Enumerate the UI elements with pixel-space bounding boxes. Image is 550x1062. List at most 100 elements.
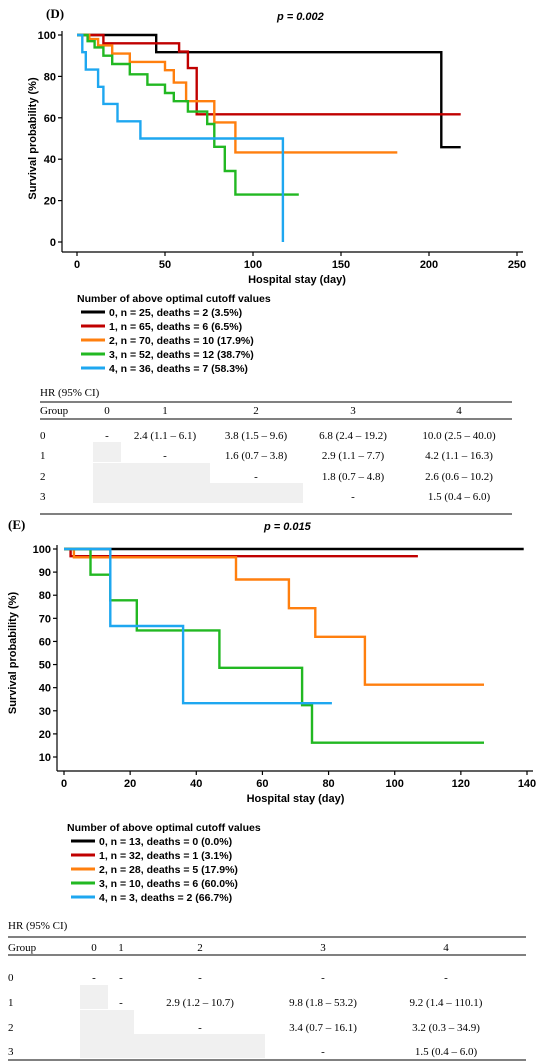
table-cell: - bbox=[92, 972, 96, 984]
x-tick-label: 140 bbox=[518, 778, 536, 790]
table-caption: HR (95% CI) bbox=[40, 387, 100, 399]
table-shade-row-1 bbox=[80, 985, 108, 1009]
table-header-4: 3 bbox=[320, 942, 326, 954]
table-cell: 1 bbox=[8, 997, 14, 1009]
table-header-2: 1 bbox=[118, 942, 124, 954]
survival-curve-group-4 bbox=[77, 33, 285, 242]
y-tick-label: 80 bbox=[44, 71, 56, 83]
table-cell: 2.9 (1.1 – 7.7) bbox=[322, 450, 385, 462]
y-tick-label: 70 bbox=[39, 613, 51, 625]
panel-label: (E) bbox=[8, 517, 25, 532]
legend-label-group-0: 0, n = 25, deaths = 2 (3.5%) bbox=[109, 307, 242, 319]
y-axis-title: Survival probability (%) bbox=[27, 77, 39, 200]
table-cell: 9.2 (1.4 – 110.1) bbox=[410, 997, 483, 1009]
legend-title: Number of above optimal cutoff values bbox=[77, 293, 271, 305]
panel-d: (D) p = 0.002 0 20 40 60 80 100 0 50 100 150 200 250 H… bbox=[0, 0, 550, 515]
table-header-2: 1 bbox=[162, 405, 168, 417]
table-header-3: 2 bbox=[197, 942, 203, 954]
table-shade-row-1 bbox=[93, 442, 121, 462]
x-tick-label: 250 bbox=[508, 259, 526, 271]
table-header-5: 4 bbox=[443, 942, 449, 954]
x-tick-label: 60 bbox=[256, 778, 268, 790]
legend-label-group-0: 0, n = 13, deaths = 0 (0.0%) bbox=[99, 836, 232, 848]
table-cell: - bbox=[198, 972, 202, 984]
panel-e: (E) p = 0.015 10 20 30 40 50 60 70 80 90 100 0 20 40 60… bbox=[0, 515, 550, 1062]
legend-label-group-4: 4, n = 3, deaths = 2 (66.7%) bbox=[99, 892, 232, 904]
table-cell: 3 bbox=[8, 1046, 14, 1058]
p-value-label: p = 0.015 bbox=[263, 521, 312, 533]
panel-label: (D) bbox=[46, 6, 64, 21]
p-value-label: p = 0.002 bbox=[276, 11, 324, 23]
x-tick-label: 40 bbox=[190, 778, 202, 790]
y-tick-label: 90 bbox=[39, 567, 51, 579]
table-header-0: Group bbox=[8, 942, 37, 954]
x-tick-label: 0 bbox=[74, 259, 80, 271]
legend-label-group-2: 2, n = 28, deaths = 5 (17.9%) bbox=[99, 864, 238, 876]
table-cell: 2.4 (1.1 – 6.1) bbox=[134, 430, 197, 442]
x-tick-label: 80 bbox=[322, 778, 334, 790]
y-tick-label: 10 bbox=[39, 752, 51, 764]
y-tick-label: 60 bbox=[39, 636, 51, 648]
table-cell: 2.9 (1.2 – 10.7) bbox=[166, 997, 234, 1009]
x-axis-title: Hospital stay (day) bbox=[247, 793, 345, 805]
y-tick-label: 60 bbox=[44, 113, 56, 125]
table-cell: 6.8 (2.4 – 19.2) bbox=[319, 430, 387, 442]
table-cell: - bbox=[105, 430, 109, 442]
table-cell: 3.8 (1.5 – 9.6) bbox=[225, 430, 288, 442]
x-tick-label: 20 bbox=[124, 778, 136, 790]
y-tick-label: 30 bbox=[39, 706, 51, 718]
table-cell: - bbox=[321, 972, 325, 984]
table-cell: 1.5 (0.4 – 6.0) bbox=[415, 1046, 478, 1058]
legend-label-group-4: 4, n = 36, deaths = 7 (58.3%) bbox=[109, 363, 248, 375]
table-header-4: 3 bbox=[350, 405, 356, 417]
table-cell: - bbox=[119, 972, 123, 984]
legend-label-group-2: 2, n = 70, deaths = 10 (17.9%) bbox=[109, 335, 254, 347]
y-tick-label: 0 bbox=[50, 237, 56, 249]
table-header-1: 0 bbox=[91, 942, 97, 954]
table-shade-row-3 bbox=[80, 1034, 265, 1058]
y-axis-title: Survival probability (%) bbox=[7, 592, 19, 715]
survival-curve-group-1 bbox=[77, 33, 461, 116]
table-cell: - bbox=[321, 1046, 325, 1058]
y-tick-label: 40 bbox=[44, 154, 56, 166]
x-tick-label: 100 bbox=[386, 778, 404, 790]
table-cell: 4.2 (1.1 – 16.3) bbox=[425, 450, 493, 462]
table-shade-row-3 bbox=[93, 483, 303, 503]
y-tick-label: 20 bbox=[39, 729, 51, 741]
legend-title: Number of above optimal cutoff values bbox=[67, 822, 261, 834]
table-cell: 3 bbox=[40, 491, 46, 503]
table-header-1: 0 bbox=[104, 405, 110, 417]
table-cell: 2.6 (0.6 – 10.2) bbox=[425, 471, 493, 483]
table-cell: - bbox=[254, 471, 258, 483]
x-tick-label: 50 bbox=[159, 259, 171, 271]
x-tick-label: 0 bbox=[61, 778, 67, 790]
survival-curve-group-3 bbox=[64, 547, 484, 744]
table-cell: - bbox=[351, 491, 355, 503]
table-shade-row-2 bbox=[93, 463, 210, 483]
table-shade-row-2 bbox=[80, 1010, 134, 1034]
legend-label-group-1: 1, n = 32, deaths = 1 (3.1%) bbox=[99, 850, 232, 862]
table-cell: 9.8 (1.8 – 53.2) bbox=[289, 997, 357, 1009]
table-cell: - bbox=[119, 997, 123, 1009]
legend-label-group-3: 3, n = 10, deaths = 6 (60.0%) bbox=[99, 878, 238, 890]
survival-curve-group-2 bbox=[77, 33, 398, 154]
x-tick-label: 100 bbox=[244, 259, 262, 271]
x-tick-label: 200 bbox=[420, 259, 438, 271]
x-tick-label: 150 bbox=[332, 259, 350, 271]
table-header-0: Group bbox=[40, 405, 69, 417]
table-cell: 1.5 (0.4 – 6.0) bbox=[428, 491, 491, 503]
y-tick-label: 100 bbox=[38, 30, 56, 42]
table-cell: 3.4 (0.7 – 16.1) bbox=[289, 1022, 357, 1034]
table-header-3: 2 bbox=[253, 405, 259, 417]
x-axis-title: Hospital stay (day) bbox=[248, 274, 346, 286]
survival-curve-group-3 bbox=[77, 33, 299, 196]
table-cell: - bbox=[163, 450, 167, 462]
survival-curve-group-4 bbox=[64, 547, 332, 705]
legend-label-group-3: 3, n = 52, deaths = 12 (38.7%) bbox=[109, 349, 254, 361]
table-cell: 2 bbox=[40, 471, 46, 483]
table-cell: 1.6 (0.7 – 3.8) bbox=[225, 450, 288, 462]
y-tick-label: 50 bbox=[39, 660, 51, 672]
table-header-5: 4 bbox=[456, 405, 462, 417]
